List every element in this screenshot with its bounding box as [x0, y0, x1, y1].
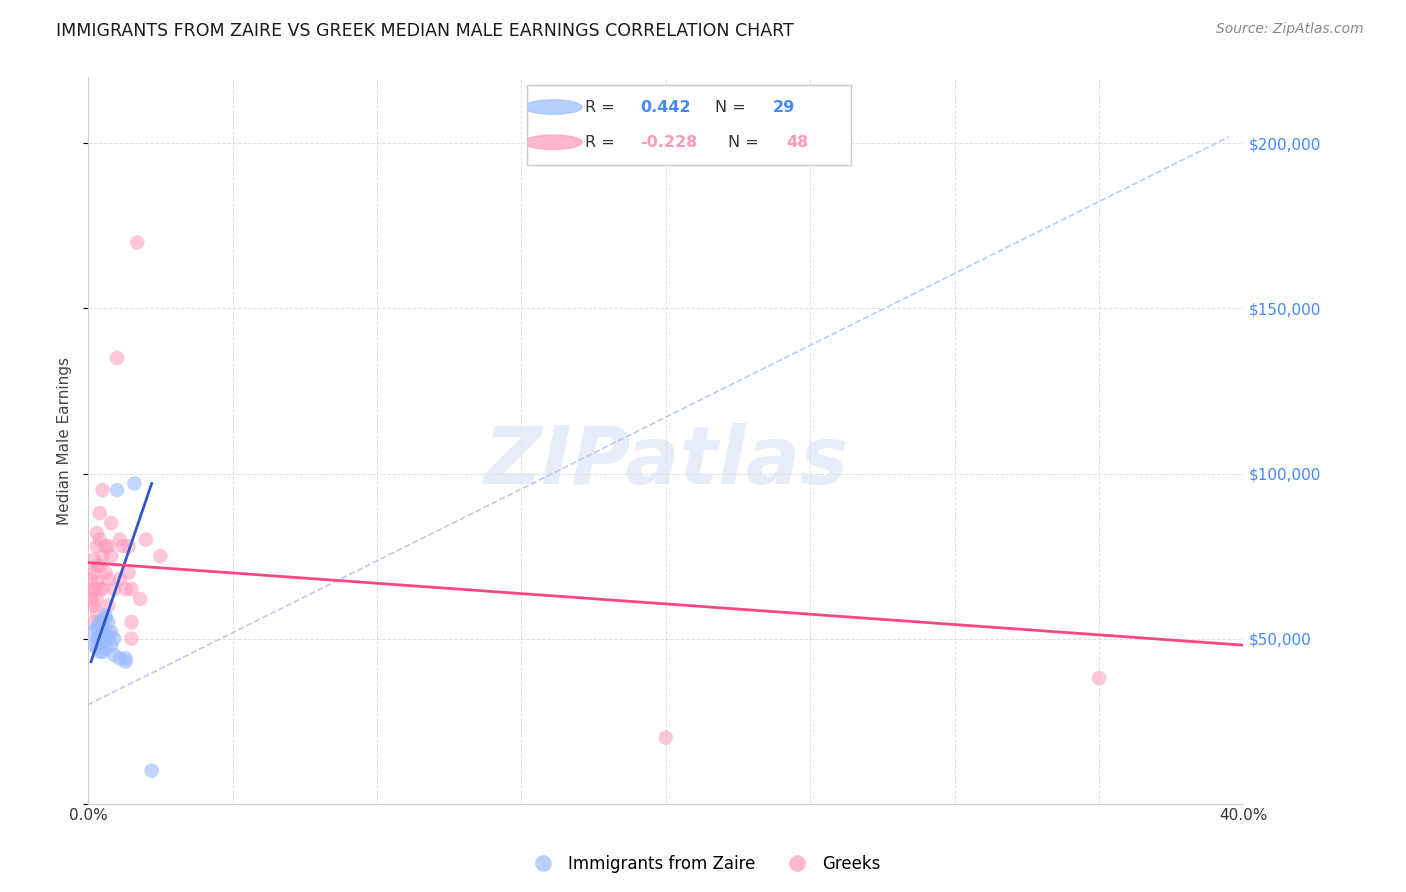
Point	[86, 525, 108, 540]
Point	[141, 764, 163, 778]
Point	[83, 566, 105, 580]
Point	[83, 552, 105, 566]
Point	[91, 645, 114, 659]
Point	[97, 615, 120, 629]
Point	[80, 591, 103, 606]
Point	[105, 483, 128, 497]
Point	[97, 599, 120, 613]
Point	[89, 582, 111, 596]
Point	[114, 582, 136, 596]
Point	[121, 632, 143, 646]
Point	[80, 585, 103, 599]
Point	[108, 651, 131, 665]
Point	[86, 632, 108, 646]
Point	[655, 731, 678, 745]
Point	[121, 615, 143, 629]
Point	[89, 618, 111, 632]
Point	[100, 549, 122, 563]
Point	[89, 506, 111, 520]
Point	[91, 622, 114, 636]
Point	[149, 549, 172, 563]
Point	[86, 622, 108, 636]
Point	[108, 533, 131, 547]
Point	[86, 558, 108, 573]
Point	[86, 605, 108, 619]
Point	[91, 615, 114, 629]
Point	[94, 566, 117, 580]
Point	[89, 615, 111, 629]
Point	[135, 533, 157, 547]
Point	[91, 582, 114, 596]
Point	[97, 624, 120, 639]
Point	[124, 476, 146, 491]
Point	[94, 612, 117, 626]
Y-axis label: Median Male Earnings: Median Male Earnings	[58, 357, 72, 524]
Point	[83, 582, 105, 596]
Point	[94, 641, 117, 656]
Point	[114, 655, 136, 669]
Text: ZIPatlas: ZIPatlas	[484, 424, 848, 501]
Point	[100, 516, 122, 530]
Point	[117, 566, 139, 580]
Point	[91, 483, 114, 497]
Point	[86, 539, 108, 553]
Point	[94, 539, 117, 553]
Point	[111, 539, 134, 553]
Point	[83, 638, 105, 652]
Point	[80, 572, 103, 586]
Point	[83, 599, 105, 613]
Point	[97, 539, 120, 553]
Point	[1088, 671, 1111, 685]
Point	[100, 624, 122, 639]
Point	[97, 572, 120, 586]
Point	[108, 572, 131, 586]
Point	[91, 549, 114, 563]
Point	[94, 608, 117, 623]
Point	[86, 591, 108, 606]
Point	[114, 651, 136, 665]
Point	[89, 632, 111, 646]
Text: Source: ZipAtlas.com: Source: ZipAtlas.com	[1216, 22, 1364, 37]
Point	[89, 533, 111, 547]
Point	[91, 628, 114, 642]
Legend: , : ,	[602, 86, 661, 147]
Point	[83, 624, 105, 639]
Point	[86, 641, 108, 656]
Point	[100, 638, 122, 652]
Legend: Immigrants from Zaire, Greeks: Immigrants from Zaire, Greeks	[519, 848, 887, 880]
Point	[89, 645, 111, 659]
Point	[89, 615, 111, 629]
Point	[121, 582, 143, 596]
Point	[117, 539, 139, 553]
Point	[105, 351, 128, 365]
Point	[91, 635, 114, 649]
Point	[83, 615, 105, 629]
Point	[94, 624, 117, 639]
Point	[129, 591, 152, 606]
Text: IMMIGRANTS FROM ZAIRE VS GREEK MEDIAN MALE EARNINGS CORRELATION CHART: IMMIGRANTS FROM ZAIRE VS GREEK MEDIAN MA…	[56, 22, 794, 40]
Point	[97, 632, 120, 646]
Point	[103, 632, 125, 646]
Point	[127, 235, 149, 250]
Point	[86, 575, 108, 590]
Point	[103, 648, 125, 662]
Point	[89, 558, 111, 573]
Point	[103, 582, 125, 596]
